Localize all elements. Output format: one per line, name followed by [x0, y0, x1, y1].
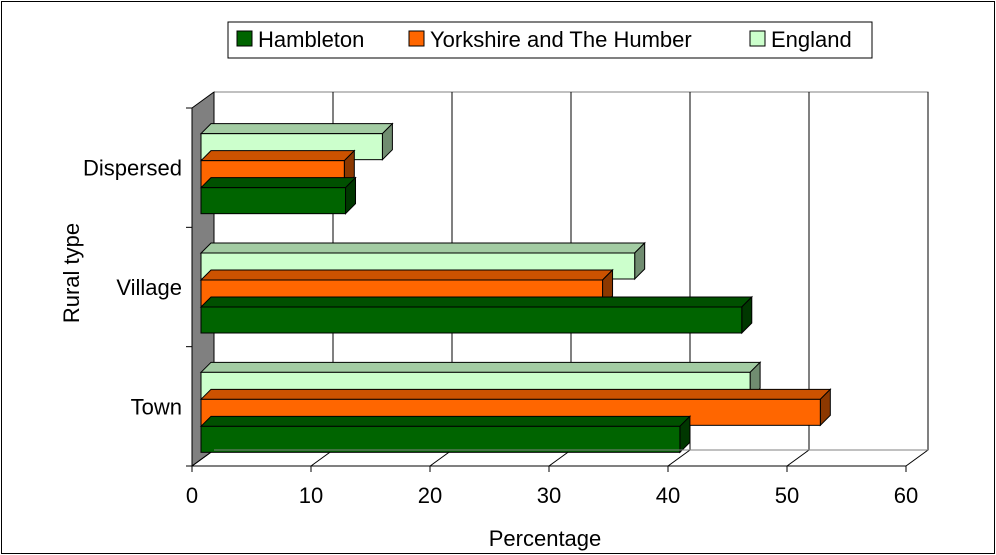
- x-tick-label: 10: [299, 483, 323, 508]
- bar: [199, 176, 357, 215]
- axes: 0 10 20 30 40 50 60 Town Village Dispersed: [83, 107, 928, 508]
- bar-top-face: [199, 361, 762, 373]
- x-tick-label: 0: [186, 483, 198, 508]
- floor-gridline: [786, 449, 810, 467]
- y-axis-label: Rural type: [59, 223, 84, 323]
- bar-top-face: [199, 388, 832, 400]
- y-tick-label: Dispersed: [83, 156, 182, 181]
- legend-label: England: [771, 27, 852, 52]
- x-tick-label: 40: [656, 483, 680, 508]
- bars: [199, 122, 832, 454]
- bar-front-face: [200, 306, 743, 334]
- bar-top-face: [199, 150, 356, 162]
- legend-swatch: [408, 30, 425, 47]
- bar-front-face: [200, 187, 347, 215]
- x-axis-label: Percentage: [489, 526, 602, 551]
- x-tick-label: 30: [537, 483, 561, 508]
- legend-swatch: [236, 30, 253, 47]
- bar-top-face: [199, 242, 646, 254]
- x-tick-label: 20: [418, 483, 442, 508]
- x-tick-label: 50: [775, 483, 799, 508]
- legend-label: Yorkshire and The Humber: [430, 27, 692, 52]
- legend-label: Hambleton: [258, 27, 364, 52]
- bar-top-face: [199, 415, 692, 427]
- x-tick-label: 60: [894, 483, 918, 508]
- bar-top-face: [199, 269, 614, 281]
- bar: [199, 415, 692, 454]
- bar-top-face: [199, 296, 753, 308]
- bar: [199, 295, 753, 335]
- y-tick-label: Village: [116, 275, 182, 300]
- bar-top-face: [199, 123, 394, 135]
- floor-gridline: [905, 449, 929, 467]
- y-tick-label: Town: [131, 394, 182, 419]
- bar-top-face: [199, 177, 357, 189]
- floor-gridline: [667, 449, 691, 467]
- legend-swatch: [749, 30, 766, 47]
- legend: Hambleton Yorkshire and The Humber England: [227, 21, 873, 59]
- bar-front-face: [200, 425, 681, 453]
